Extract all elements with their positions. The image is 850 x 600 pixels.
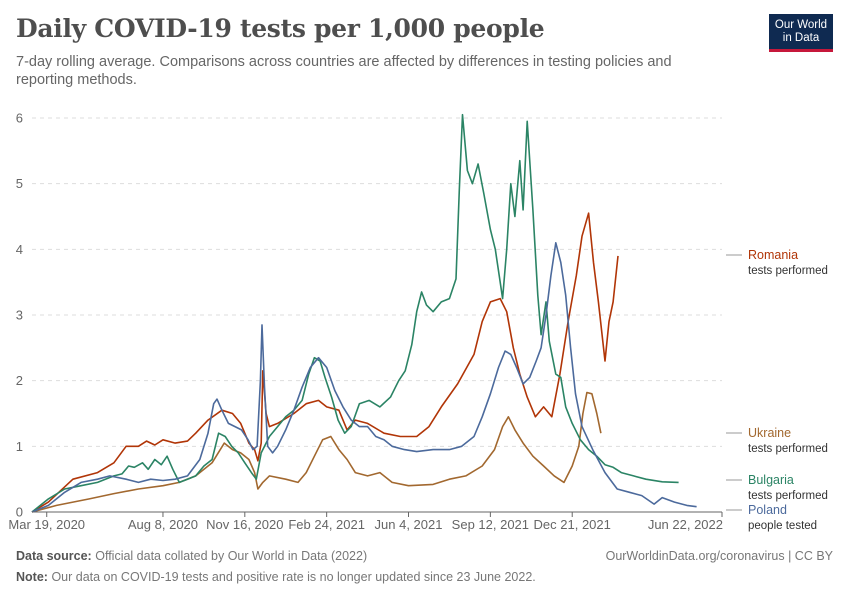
- series-line-poland: [31, 242, 697, 513]
- source-link[interactable]: OurWorldinData.org/coronavirus | CC BY: [605, 549, 833, 563]
- y-tick-label: 4: [16, 242, 23, 257]
- axes: 0 1 2 3 4 5 6 Mar 19, 2020 Aug 8, 2020 Nov 16, 20…: [8, 111, 723, 533]
- x-tick-label: Nov 16, 2020: [206, 517, 283, 532]
- data-source-text: Official data collated by Our World in D…: [95, 549, 368, 563]
- note-label: Note:: [16, 570, 48, 584]
- data-source-label: Data source:: [16, 549, 92, 563]
- legend-sublabel: people tested: [748, 520, 817, 532]
- series-line-ukraine: [31, 391, 602, 513]
- legend-label-bulgaria: Bulgaria: [748, 473, 794, 487]
- y-tick-label: 6: [16, 111, 23, 126]
- legend: Romania tests performed Ukraine tests perfo…: [726, 248, 828, 532]
- logo-line-1: Our World: [774, 19, 828, 31]
- legend-sublabel: tests performed: [748, 490, 828, 502]
- owid-logo[interactable]: Our World in Data: [769, 14, 833, 52]
- y-tick-label: 1: [16, 439, 23, 454]
- y-tick-label: 0: [16, 505, 23, 520]
- legend-label-ukraine: Ukraine: [748, 426, 791, 440]
- logo-line-2: in Data: [782, 32, 820, 44]
- gridlines: [32, 117, 722, 447]
- note-text: Our data on COVID-19 tests and positive …: [51, 570, 536, 584]
- x-tick-label: Sep 12, 2021: [452, 517, 529, 532]
- x-tick-label: Dec 21, 2021: [534, 517, 611, 532]
- legend-label-poland: Poland: [748, 503, 787, 517]
- footnote: Note: Our data on COVID-19 tests and pos…: [16, 570, 536, 584]
- x-tick-label: Jun 22, 2022: [648, 517, 723, 532]
- chart-subtitle: 7-day rolling average. Comparisons acros…: [16, 54, 672, 88]
- series-line-romania: [31, 212, 619, 513]
- x-tick-label: Aug 8, 2020: [128, 517, 198, 532]
- chart-title: Daily COVID-19 tests per 1,000 people: [16, 14, 545, 43]
- series-line-bulgaria: [31, 113, 679, 513]
- x-tick-label: Jun 4, 2021: [375, 517, 443, 532]
- y-tick-label: 5: [16, 176, 23, 191]
- legend-sublabel: tests performed: [748, 265, 828, 277]
- y-tick-label: 3: [16, 308, 23, 323]
- legend-label-romania: Romania: [748, 248, 798, 262]
- data-source: Data source: Official data collated by O…: [16, 549, 367, 563]
- x-tick-label: Feb 24, 2021: [288, 517, 365, 532]
- y-tick-label: 2: [16, 373, 23, 388]
- series-lines: [31, 113, 697, 513]
- x-tick-label: Mar 19, 2020: [8, 517, 85, 532]
- legend-sublabel: tests performed: [748, 443, 828, 455]
